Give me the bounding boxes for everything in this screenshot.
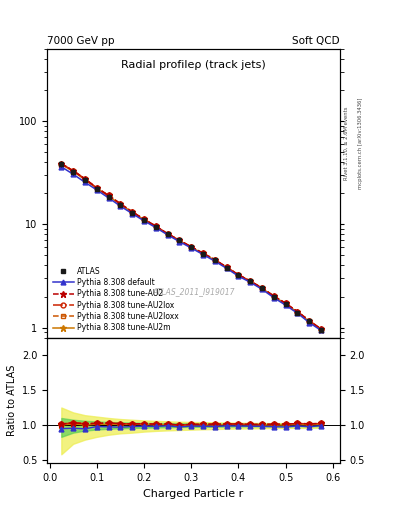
Text: Rivet 3.1.10, ≥ 2.6M events: Rivet 3.1.10, ≥ 2.6M events: [344, 106, 349, 180]
Text: Soft QCD: Soft QCD: [292, 36, 340, 46]
Text: mcplots.cern.ch [arXiv:1306.3436]: mcplots.cern.ch [arXiv:1306.3436]: [358, 98, 363, 189]
Text: ATLAS_2011_I919017: ATLAS_2011_I919017: [152, 287, 235, 296]
X-axis label: Charged Particle r: Charged Particle r: [143, 488, 244, 499]
Text: 7000 GeV pp: 7000 GeV pp: [47, 36, 115, 46]
Legend: ATLAS, Pythia 8.308 default, Pythia 8.308 tune-AU2, Pythia 8.308 tune-AU2lox, Py: ATLAS, Pythia 8.308 default, Pythia 8.30…: [51, 265, 180, 334]
Text: Radial profileρ (track jets): Radial profileρ (track jets): [121, 60, 266, 70]
Y-axis label: Ratio to ATLAS: Ratio to ATLAS: [7, 365, 17, 436]
